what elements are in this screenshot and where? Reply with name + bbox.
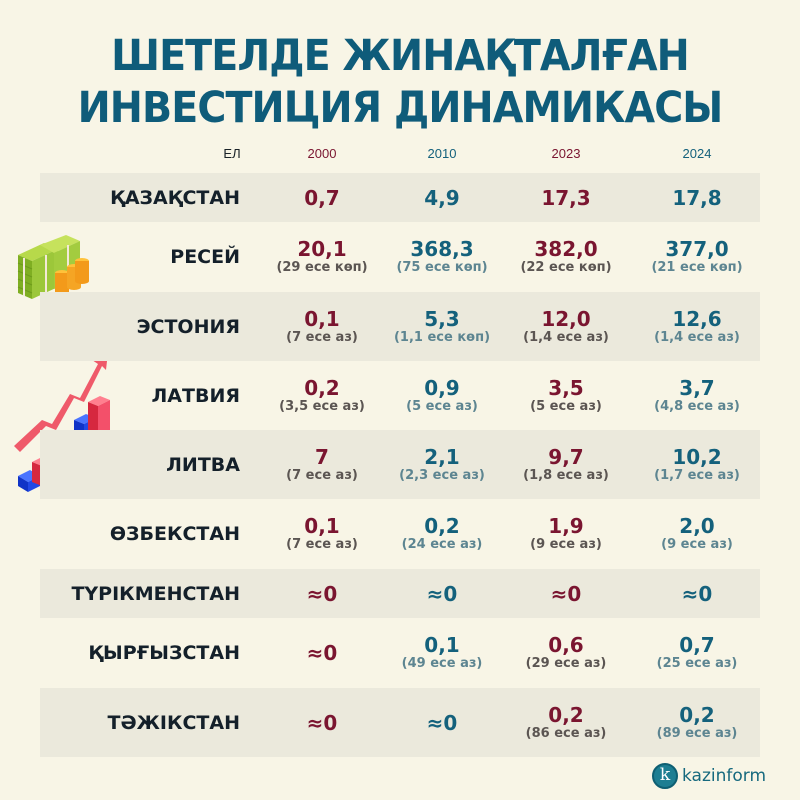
cell-2023: 1,9 (9 есе аз) <box>530 514 602 552</box>
cell-2010: 4,9 <box>424 185 460 210</box>
kazinform-logo: k kazinform <box>652 762 766 790</box>
cell-2023: 9,7 (1,8 есе аз) <box>523 444 609 483</box>
country-label: ТҮРІКМЕНСТАН <box>71 582 240 605</box>
table-row-kyrgyzstan: ҚЫРҒЫЗСТАН ≈0 0,1 (49 есе аз) 0,6 (29 есе … <box>0 618 800 688</box>
cell-2010: 0,2 (24 есе аз) <box>401 514 483 552</box>
table-row-russia: РЕСЕЙ 20,1 (29 есе көп) 368,3 (75 есе көп)… <box>0 222 800 292</box>
cell-2024: 10,2 (1,7 есе аз) <box>654 444 740 483</box>
cell-2010: 0,1 (49 есе аз) <box>401 633 483 671</box>
data-table: ҚАЗАҚСТАН 0,7 4,9 17,3 17,8 РЕСЕЙ 20,1 (2… <box>0 173 800 757</box>
kazinform-brand-text: kazinform <box>682 766 767 786</box>
table-row-turkmenistan: ТҮРІКМЕНСТАН ≈0 ≈0 ≈0 ≈0 <box>0 569 800 618</box>
cell-2024: 377,0 (21 есе көп) <box>651 237 743 275</box>
kazinform-logo-icon: k <box>652 763 678 789</box>
country-label: ЭСТОНИЯ <box>136 315 240 338</box>
cell-2010: 2,1 (2,3 есе аз) <box>399 444 485 483</box>
cell-2023: 0,6 (29 есе аз) <box>525 633 607 671</box>
cell-2010: 5,3 (1,1 есе көп) <box>393 306 491 345</box>
table-row-kazakhstan: ҚАЗАҚСТАН 0,7 4,9 17,3 17,8 <box>0 173 800 222</box>
cell-2000: ≈0 <box>306 581 338 606</box>
header-year-2010: 2010 <box>427 146 457 161</box>
cell-2024: 0,2 (89 есе аз) <box>656 702 738 741</box>
cell-2000: 0,7 <box>304 185 340 210</box>
country-label: РЕСЕЙ <box>170 246 240 268</box>
cell-2000: 0,1 (7 есе аз) <box>286 514 358 552</box>
cell-2023: 0,2 (86 есе аз) <box>525 702 607 741</box>
country-label: ЛИТВА <box>166 453 240 476</box>
country-label: ҚАЗАҚСТАН <box>110 186 240 209</box>
cell-2024: 17,8 <box>672 185 722 210</box>
cell-2000: 7 (7 есе аз) <box>286 444 358 483</box>
country-label: ӨЗБЕКСТАН <box>109 523 240 545</box>
cell-2010: ≈0 <box>426 581 458 606</box>
cell-2023: 17,3 <box>541 185 591 210</box>
cell-2000: 0,1 (7 есе аз) <box>286 306 358 345</box>
country-label: ЛАТВИЯ <box>151 384 240 407</box>
table-row-tajikistan: ТӘЖІКСТАН ≈0 ≈0 0,2 (86 есе аз) 0,2 (89 ес… <box>0 688 800 757</box>
header-year-2024: 2024 <box>682 146 712 161</box>
header-country: ЕЛ <box>223 146 241 161</box>
header-year-2000: 2000 <box>307 146 337 161</box>
cell-2023: 382,0 (22 есе көп) <box>520 237 612 275</box>
cell-2023: 12,0 (1,4 есе аз) <box>523 306 609 345</box>
cell-2000: 20,1 (29 есе көп) <box>276 237 368 275</box>
title-line-1: ШЕТЕЛДЕ ЖИНАҚТАЛҒАН <box>111 31 690 81</box>
cell-2023: 3,5 (5 есе аз) <box>530 375 602 414</box>
cell-2010: ≈0 <box>426 710 458 735</box>
money-stack-icon <box>17 235 89 299</box>
cell-2024: ≈0 <box>681 581 713 606</box>
page-title: ШЕТЕЛДЕ ЖИНАҚТАЛҒАН ИНВЕСТИЦИЯ ДИНАМИКАС… <box>32 30 768 134</box>
cell-2010: 368,3 (75 есе көп) <box>396 237 488 275</box>
title-line-2: ИНВЕСТИЦИЯ ДИНАМИКАСЫ <box>77 83 724 133</box>
table-row-estonia: ЭСТОНИЯ 0,1 (7 есе аз) 5,3 (1,1 есе көп) 1… <box>0 292 800 361</box>
cell-2024: 3,7 (4,8 есе аз) <box>654 375 740 414</box>
cell-2023: ≈0 <box>550 581 582 606</box>
table-row-lithuania: ЛИТВА 7 (7 есе аз) 2,1 (2,3 есе аз) 9,7 (1,… <box>0 430 800 499</box>
country-label: ТӘЖІКСТАН <box>107 711 240 734</box>
cell-2024: 2,0 (9 есе аз) <box>661 514 733 552</box>
cell-2024: 0,7 (25 есе аз) <box>656 633 738 671</box>
cell-2000: ≈0 <box>306 641 338 665</box>
table-header: ЕЛ 2000 2010 2023 2024 <box>0 146 800 166</box>
cell-2024: 12,6 (1,4 есе аз) <box>654 306 740 345</box>
cell-2000: ≈0 <box>306 710 338 735</box>
table-row-latvia: ЛАТВИЯ 0,2 (3,5 есе аз) 0,9 (5 есе аз) 3,5… <box>0 361 800 430</box>
cell-2010: 0,9 (5 есе аз) <box>406 375 478 414</box>
header-year-2023: 2023 <box>551 146 581 161</box>
cell-2000: 0,2 (3,5 есе аз) <box>279 375 365 414</box>
country-label: ҚЫРҒЫЗСТАН <box>88 642 240 664</box>
table-row-uzbekistan: ӨЗБЕКСТАН 0,1 (7 есе аз) 0,2 (24 есе аз) 1… <box>0 499 800 569</box>
